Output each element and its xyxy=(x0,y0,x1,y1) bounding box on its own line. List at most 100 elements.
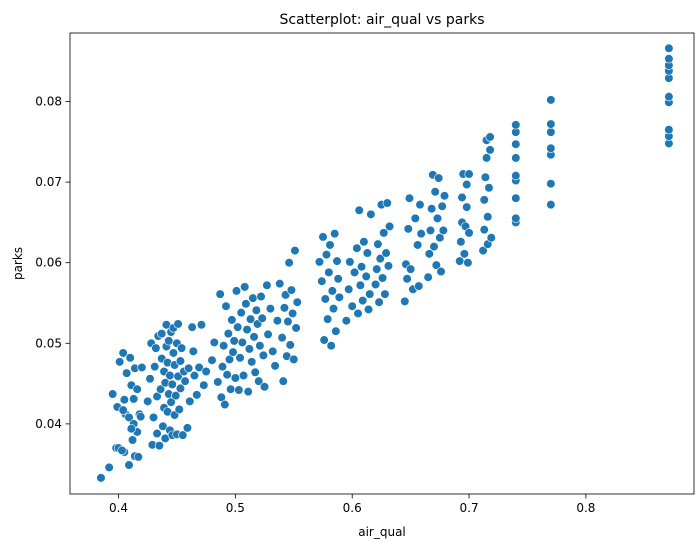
data-point xyxy=(546,179,556,189)
data-point xyxy=(168,348,179,358)
data-point xyxy=(249,332,259,342)
data-point xyxy=(353,308,363,319)
data-point xyxy=(352,243,362,253)
data-point xyxy=(356,262,367,272)
data-point xyxy=(484,183,494,193)
data-point xyxy=(243,387,253,397)
data-point xyxy=(145,374,155,384)
data-point xyxy=(379,228,389,238)
data-point xyxy=(511,171,521,181)
data-point xyxy=(229,336,239,346)
data-point xyxy=(546,119,556,129)
data-point xyxy=(201,366,211,377)
data-point xyxy=(119,395,129,405)
data-point xyxy=(370,279,381,290)
data-point xyxy=(318,232,328,242)
data-point xyxy=(265,304,276,314)
y-tick-label: 0.04 xyxy=(35,417,62,431)
data-point xyxy=(288,308,298,319)
data-point xyxy=(237,337,247,348)
data-point xyxy=(479,225,489,235)
data-point xyxy=(277,333,287,343)
data-point xyxy=(118,348,128,358)
data-point xyxy=(664,54,674,64)
data-point xyxy=(173,319,183,329)
data-point xyxy=(133,452,143,462)
data-point xyxy=(331,326,341,336)
data-point xyxy=(325,240,335,250)
data-point xyxy=(272,316,283,326)
data-point xyxy=(406,264,416,274)
x-tick-label: 0.5 xyxy=(226,501,245,515)
data-point xyxy=(196,320,207,330)
data-point xyxy=(235,353,245,363)
data-point xyxy=(511,139,521,149)
data-point xyxy=(279,303,290,313)
data-point xyxy=(108,389,118,399)
x-tick-label: 0.6 xyxy=(343,501,362,515)
data-point xyxy=(464,169,474,179)
data-point xyxy=(291,323,301,333)
data-point xyxy=(155,384,166,394)
data-point xyxy=(381,248,391,258)
data-point xyxy=(270,361,280,371)
data-point xyxy=(366,209,376,219)
data-point xyxy=(292,297,302,307)
x-tick-label: 0.4 xyxy=(109,501,128,515)
data-point xyxy=(423,272,433,282)
data-point xyxy=(333,274,343,284)
data-point xyxy=(165,370,175,381)
data-point xyxy=(228,347,238,357)
data-point xyxy=(263,329,273,340)
data-point xyxy=(365,289,375,299)
data-point xyxy=(226,384,236,394)
x-tick-label: 0.8 xyxy=(576,501,595,515)
data-point xyxy=(219,341,229,351)
data-point xyxy=(245,314,256,324)
data-point xyxy=(275,279,285,289)
data-point xyxy=(546,200,556,210)
data-point xyxy=(373,239,383,249)
data-point xyxy=(250,367,260,377)
data-point xyxy=(124,412,134,423)
data-point xyxy=(425,225,436,236)
data-point xyxy=(403,224,413,234)
data-point xyxy=(664,125,674,135)
data-point xyxy=(240,282,250,292)
data-point xyxy=(182,423,193,433)
data-point xyxy=(432,213,443,223)
x-tick-label: 0.7 xyxy=(460,501,479,515)
data-point xyxy=(227,315,237,325)
data-point xyxy=(247,357,257,367)
data-point xyxy=(377,273,388,283)
data-point xyxy=(167,379,177,389)
data-point xyxy=(217,362,228,372)
data-point xyxy=(479,195,489,205)
y-tick-label: 0.05 xyxy=(35,336,62,350)
data-point xyxy=(143,396,153,406)
data-point xyxy=(221,301,231,311)
data-point xyxy=(136,412,146,422)
data-point xyxy=(122,368,132,378)
data-point xyxy=(437,201,447,211)
data-point xyxy=(410,213,420,223)
data-point xyxy=(413,240,423,250)
data-point xyxy=(330,229,340,239)
y-axis-ticks: 0.04 0.05 0.06 0.07 0.08 xyxy=(35,95,70,431)
x-axis-label: air_qual xyxy=(358,525,406,539)
data-point xyxy=(187,322,197,332)
data-point xyxy=(328,304,339,314)
data-point xyxy=(96,473,106,483)
data-point xyxy=(132,384,142,394)
data-point xyxy=(341,316,351,326)
data-point xyxy=(431,260,441,270)
data-point xyxy=(359,237,369,247)
data-point xyxy=(104,462,114,473)
data-point xyxy=(664,43,674,53)
data-point xyxy=(175,383,186,394)
data-point xyxy=(194,362,204,373)
data-point xyxy=(481,153,492,163)
data-point xyxy=(257,313,267,323)
data-point xyxy=(483,212,493,222)
